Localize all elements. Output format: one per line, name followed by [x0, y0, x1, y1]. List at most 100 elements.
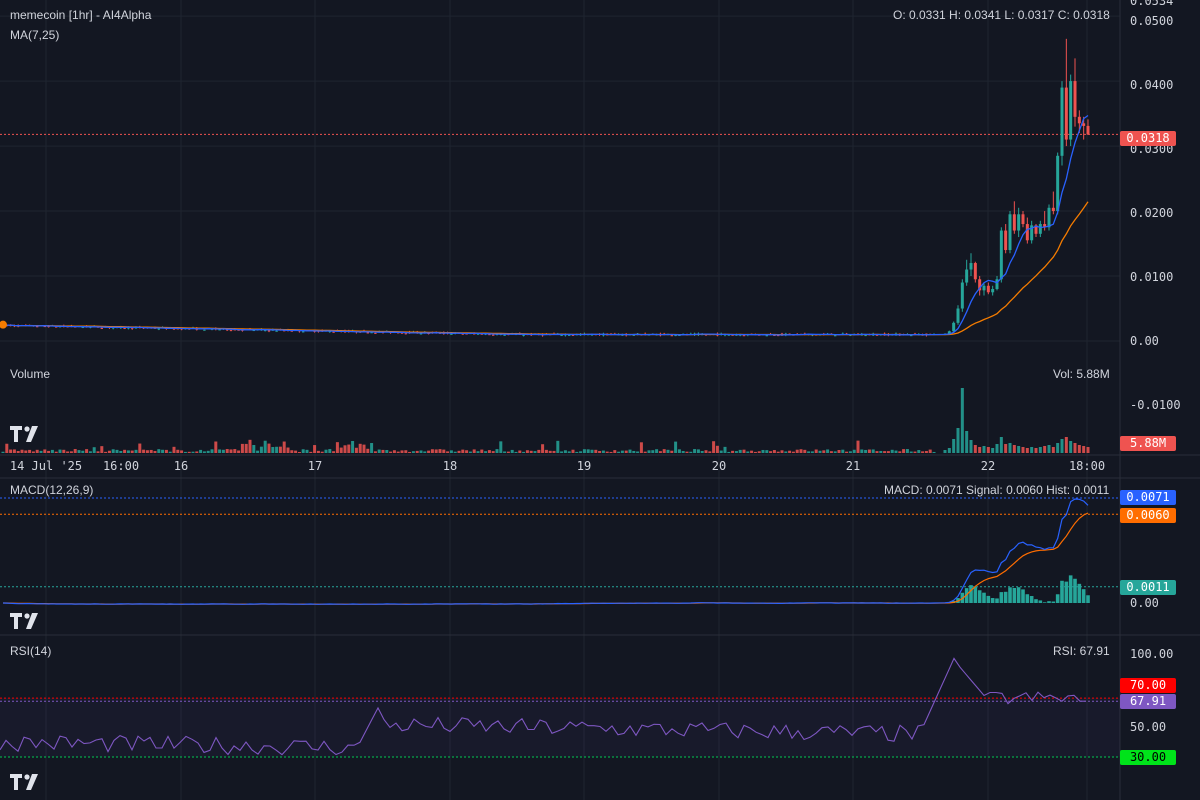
volume-bar [47, 450, 51, 453]
volume-bar [259, 446, 263, 453]
volume-bar [731, 450, 735, 453]
volume-bar [708, 451, 712, 453]
volume-bar [138, 443, 142, 453]
candle [488, 334, 491, 336]
volume-bar [430, 449, 434, 453]
macd-histogram-bar [1064, 581, 1069, 603]
candle [267, 330, 271, 332]
volume-bar [282, 441, 286, 453]
volume-bar [491, 451, 495, 453]
volume-bar [586, 449, 590, 453]
volume-bar [560, 451, 564, 453]
volume-bar [609, 451, 613, 453]
volume-bar [453, 451, 457, 453]
volume-bar [168, 451, 172, 453]
candle [1021, 214, 1025, 225]
volume-bar [856, 440, 860, 453]
volume-bar [986, 447, 990, 453]
candle [237, 329, 240, 331]
volume-bar [499, 441, 503, 453]
volume-bar [1034, 448, 1038, 453]
volume-bar [742, 449, 746, 453]
volume-bar [947, 448, 951, 453]
volume-bar [267, 443, 271, 453]
macd-histogram-bar [1008, 587, 1012, 603]
candle [461, 333, 464, 335]
volume-bar [389, 451, 393, 453]
volume-bar [12, 449, 16, 453]
volume-bar [1043, 446, 1047, 453]
volume-bar [510, 449, 514, 453]
volume-bar [617, 451, 621, 453]
volume-bar [468, 451, 472, 453]
candle [1012, 214, 1016, 231]
macd-histogram-bar [995, 598, 999, 603]
volume-bar [297, 451, 301, 453]
volume-bar [913, 451, 917, 453]
volume-bar [894, 450, 898, 453]
volume-bar [761, 449, 765, 453]
volume-bar [96, 451, 100, 453]
volume-bar [902, 449, 906, 453]
volume-bar [351, 440, 355, 453]
candle [1082, 123, 1086, 126]
volume-bar [952, 439, 956, 453]
candle [849, 334, 852, 336]
macd-title: MACD(12,26,9) [10, 483, 94, 497]
volume-bar [750, 450, 754, 453]
volume-bar [1069, 441, 1073, 453]
signal-tag: 0.0060 [1120, 508, 1176, 523]
volume-bar [514, 451, 518, 453]
volume-bar [890, 449, 894, 453]
macd-histogram-bar [1077, 583, 1082, 603]
volume-bar [1030, 447, 1034, 453]
candle [81, 327, 84, 329]
volume-bar [655, 449, 659, 453]
volume-bar [495, 449, 499, 453]
volume-bar [130, 450, 134, 453]
volume-bar [956, 428, 960, 453]
volume-bar [35, 449, 39, 453]
volume-bar [480, 449, 484, 453]
volume-bar [575, 451, 579, 453]
macd-histogram-bar [969, 585, 973, 603]
candle [374, 332, 377, 334]
volume-bar [225, 449, 229, 453]
volume-bar [24, 450, 28, 453]
volume-bar [1086, 447, 1090, 453]
candle [960, 282, 964, 309]
volume-bar [316, 450, 320, 453]
volume-bar [738, 449, 742, 453]
volume-bar [487, 450, 491, 453]
volume-bar [339, 447, 343, 453]
candle [1060, 87, 1064, 156]
volume-bar [149, 449, 153, 453]
volume-bar [240, 443, 244, 453]
macd-zero-tick: 0.00 [1130, 596, 1159, 610]
macd-histogram-bar [973, 586, 978, 603]
volume-readout: Vol: 5.88M [1053, 367, 1110, 381]
volume-bar [978, 447, 982, 453]
volume-bar [674, 441, 678, 453]
candle [704, 334, 708, 336]
volume-bar [66, 451, 70, 453]
volume-bar [525, 450, 529, 453]
candle [670, 335, 673, 337]
volume-bar [636, 451, 640, 453]
x-tick: 18 [442, 459, 458, 473]
volume-bar [1047, 445, 1051, 453]
volume-bar [1082, 446, 1086, 453]
candle [731, 334, 734, 336]
candle [1077, 116, 1081, 124]
macd-histogram-bar [1029, 596, 1034, 603]
volume-tag: 5.88M [1120, 436, 1176, 451]
candle [978, 279, 982, 291]
candle [995, 279, 999, 290]
macd-histogram-bar [1081, 589, 1086, 603]
rsi-title: RSI(14) [10, 644, 52, 658]
rsi-lower-tag: 30.00 [1120, 750, 1176, 765]
candle [674, 335, 677, 337]
candle [503, 334, 506, 336]
candle [875, 334, 879, 336]
